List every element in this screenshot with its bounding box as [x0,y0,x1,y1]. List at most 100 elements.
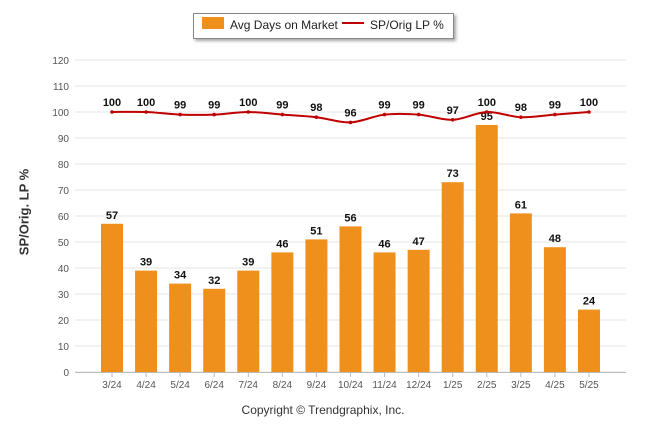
bar-value-label: 51 [310,225,322,237]
y-tick-label: 0 [63,368,69,379]
line-point [314,115,319,119]
line-point [348,120,353,125]
bar [509,213,532,372]
line-value-label: 100 [580,97,598,109]
bar-value-label: 24 [583,296,596,308]
bar-value-label: 56 [344,212,356,224]
line-point [553,112,557,117]
bar-value-label: 32 [208,275,220,287]
line-point [519,115,523,119]
line-point [144,110,148,114]
y-tick-label: 20 [58,316,70,327]
line-value-label: 97 [447,105,459,117]
line-value-label: 96 [344,107,356,119]
bar [203,288,226,372]
y-tick-label: 80 [58,160,70,171]
bar-value-label: 34 [174,270,187,282]
y-tick-label: 90 [58,134,70,145]
line-point [280,112,285,117]
line-point [484,110,489,114]
legend-line-swatch [342,22,364,24]
bar [271,252,294,372]
line-value-label: 100 [103,97,121,109]
bar [373,252,396,372]
x-tick-label: 5/25 [579,380,599,391]
x-tick-label: 1/25 [443,380,463,391]
line-value-label: 99 [378,100,390,112]
bar-value-label: 95 [481,111,493,123]
y-tick-label: 120 [52,56,69,67]
x-tick-label: 5/24 [170,380,190,391]
y-tick-label: 100 [52,108,69,119]
bar-value-label: 73 [447,168,459,180]
bar-value-label: 39 [242,257,254,269]
bar-value-label: 57 [106,210,118,222]
line-point [246,110,251,114]
line-point [382,112,387,117]
x-tick-label: 10/24 [338,380,363,391]
bar [407,249,430,372]
x-tick-label: 8/24 [273,380,293,391]
x-tick-label: 12/24 [406,380,431,391]
bar-value-label: 48 [549,233,561,245]
bar-value-label: 46 [378,238,390,250]
x-tick-label: 3/24 [102,380,122,391]
line-value-label: 99 [208,100,220,112]
bar [135,270,158,372]
bar [305,239,328,372]
line-point [416,112,421,117]
legend: Avg Days on Market SP/Orig LP % [193,13,454,39]
copyright: Copyright © Trendgraphix, Inc. [241,403,405,417]
bars [101,125,600,372]
y-tick-label: 60 [58,212,70,223]
line-point [110,110,114,114]
bar [237,270,260,372]
line-point [178,112,182,117]
y-tick-label: 110 [53,82,69,93]
x-axis-ticks: 3/24 4/24 5/24 6/24 7/24 8/24 9/24 10/24 11/24 12… [102,372,599,391]
bar [169,283,192,372]
y-axis-label: SP/Orig. LP % [16,168,32,256]
bar [101,223,123,372]
y-tick-label: 30 [58,290,70,301]
line-value-label: 99 [413,100,425,112]
bar [441,182,464,372]
legend-bar-label[interactable]: Avg Days on Market [230,18,338,32]
line-value-label: 100 [137,97,155,109]
bar [577,309,600,372]
line-point [450,118,455,122]
bar-labels: 57 39 34 32 39 46 51 56 46 47 73 95 61 48 24 [106,111,596,308]
line-value-label: 100 [239,97,257,109]
bar [543,247,566,372]
x-tick-label: 9/24 [307,380,327,391]
line-value-label: 99 [549,100,561,112]
line-value-label: 99 [174,100,186,112]
line-series [110,110,591,125]
y-tick-label: 50 [58,238,70,249]
bar-value-label: 39 [140,257,152,269]
x-tick-label: 11/24 [372,380,397,391]
bar [339,226,362,372]
line-value-label: 100 [478,97,496,109]
line-value-label: 99 [276,100,288,112]
line-value-label: 98 [515,102,527,114]
bar-value-label: 47 [413,236,425,248]
y-tick-label: 40 [58,264,70,275]
x-tick-label: 4/24 [136,380,156,391]
line-labels: 100 100 99 99 100 99 98 96 99 99 97 100 98 99 100 [103,97,598,119]
x-tick-label: 2/25 [477,380,497,391]
x-tick-label: 4/25 [545,380,565,391]
bar-value-label: 46 [276,238,288,250]
x-tick-label: 7/24 [239,380,259,391]
x-tick-label: 3/25 [511,380,531,391]
y-tick-label: 10 [58,342,70,353]
legend-bar-swatch [202,17,224,29]
legend-line-label[interactable]: SP/Orig LP % [370,18,444,32]
y-axis-ticks: 0 10 20 30 40 50 60 70 80 90 100 110 120 [52,56,69,379]
line-value-label: 98 [310,102,322,114]
x-tick-label: 6/24 [204,380,224,391]
line-point [212,112,217,117]
bar-value-label: 61 [515,199,527,211]
line-point [587,110,591,114]
